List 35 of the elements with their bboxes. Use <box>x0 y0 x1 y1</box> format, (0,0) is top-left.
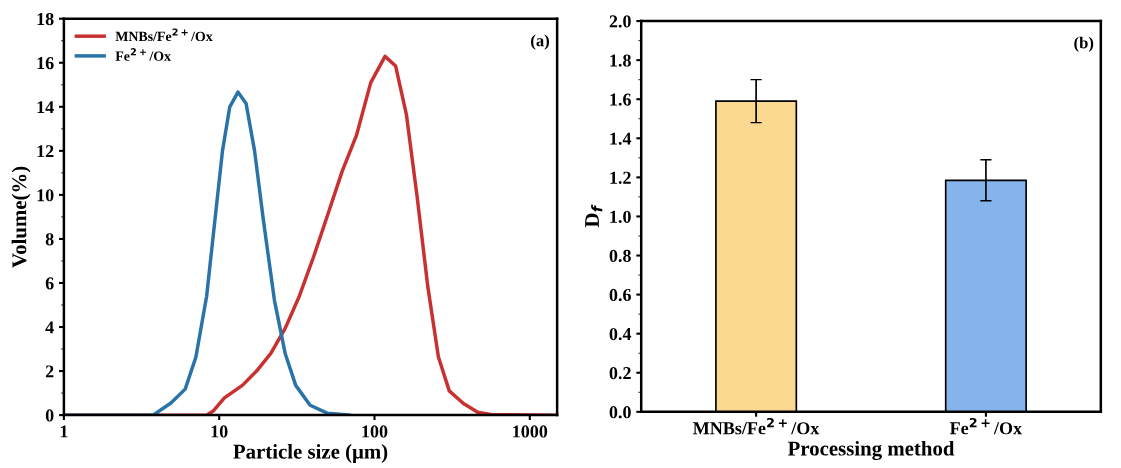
y-tick-label: 0.8 <box>609 249 631 263</box>
y-tick-label: 2 <box>45 365 54 378</box>
y-tick-label: 1.0 <box>610 210 631 223</box>
y-tick-label: 0.0 <box>609 406 631 419</box>
y-tick-label: 8 <box>45 233 54 246</box>
y-tick-label: 2.0 <box>609 15 631 28</box>
y-tick-label: 6 <box>45 277 54 290</box>
y-tick-label: 0.6 <box>609 288 631 302</box>
annotation: (b) <box>1074 36 1094 52</box>
y-tick-label: 0.4 <box>609 327 632 341</box>
y-tick-label: 16 <box>37 57 54 70</box>
annotation: (a) <box>531 34 550 50</box>
x-tick-label: 10 <box>211 425 228 438</box>
x-tick-label: Fe$^{2+}$/Ox <box>949 417 1022 435</box>
y-axis-title: Volume(%) <box>11 166 31 268</box>
y-axis-title: D$_{f}$ <box>585 204 603 228</box>
legend-label: Fe$^{2+}$/Ox <box>115 48 171 61</box>
x-tick-label: 100 <box>362 425 388 438</box>
y-tick-label: 0.2 <box>609 367 631 380</box>
y-tick-label: 1.6 <box>610 93 631 106</box>
legend-label: MNBs/Fe$^{2+}$/Ox <box>115 28 213 42</box>
y-tick-label: 1.4 <box>610 132 632 145</box>
y-tick-label: 4 <box>45 321 54 334</box>
y-tick-label: 14 <box>37 101 54 114</box>
y-tick-label: 1.2 <box>610 171 631 184</box>
x-tick-label: MNBs/Fe$^{2+}$/Ox <box>693 417 820 435</box>
x-axis-title: Particle size (μm) <box>233 443 388 463</box>
x-axis-title: Processing method <box>787 440 955 461</box>
x-tick-label: 1 <box>60 425 68 438</box>
x-tick-label: 1000 <box>513 425 548 438</box>
y-tick-label: 1.8 <box>610 54 631 67</box>
y-tick-label: 10 <box>37 189 54 202</box>
y-tick-label: 12 <box>37 145 54 158</box>
y-tick-label: 0 <box>45 409 54 422</box>
y-tick-label: 18 <box>37 12 54 26</box>
